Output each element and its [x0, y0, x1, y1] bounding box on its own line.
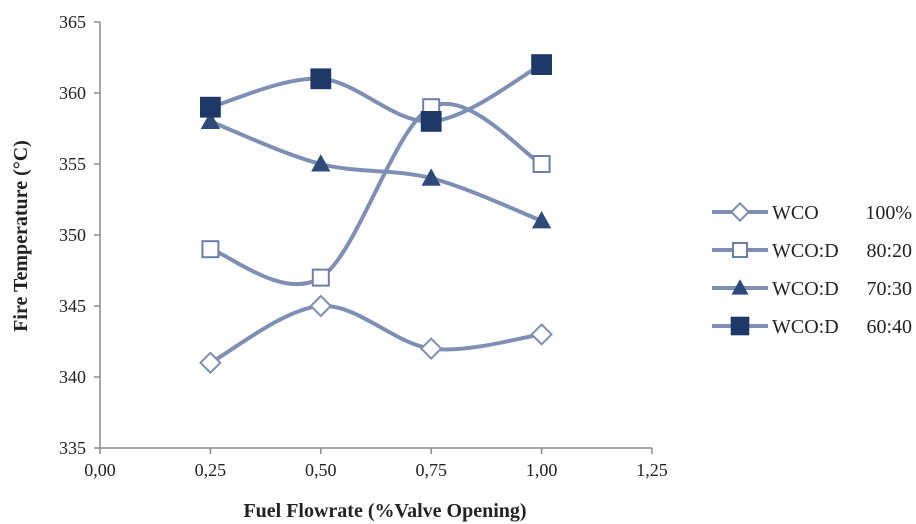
legend-marker: [730, 316, 750, 336]
series-line-4: [208, 62, 544, 124]
data-point: [311, 154, 331, 172]
x-tick-label: 0,75: [415, 460, 447, 480]
data-point: [420, 111, 442, 132]
legend-ratio: 60:40: [866, 316, 912, 338]
legend-ratio: 70:30: [866, 278, 912, 300]
y-ticks: 335 340 345 350 355 360 365: [59, 12, 100, 458]
y-tick-label: 365: [59, 12, 86, 32]
data-point: [531, 54, 553, 75]
legend-label: WCO:D: [772, 316, 839, 338]
legend-marker: [731, 279, 749, 295]
x-tick-label: 0,25: [195, 460, 227, 480]
x-tick-label: 1,00: [526, 460, 558, 480]
x-axis-label: Fuel Flowrate (%Valve Opening): [243, 500, 526, 522]
plot-area: 335 340 345 350 355 360 365 0,00 0,25 0,50 0,75 1,…: [59, 12, 668, 480]
data-point: [201, 240, 220, 259]
series-markers: [199, 54, 553, 375]
data-point: [421, 168, 441, 186]
series-line-1: [208, 303, 544, 365]
data-point: [200, 111, 221, 129]
data-point: [311, 268, 330, 287]
x-tick-label: 1,25: [636, 460, 668, 480]
x-tick-label: 0,00: [84, 460, 116, 480]
series-line-2: [208, 101, 544, 287]
data-point: [419, 337, 443, 360]
y-tick-label: 355: [59, 154, 86, 174]
data-point: [309, 294, 333, 318]
y-tick-label: 360: [59, 83, 86, 103]
series-line-3: [208, 119, 544, 223]
legend: WCO 100% WCO:D 80:20 WCO:D 70:30 WCO:D 60:40: [712, 201, 912, 338]
legend-marker: [732, 242, 748, 258]
y-tick-label: 350: [59, 225, 86, 245]
legend-label: WCO: [772, 202, 819, 224]
data-point: [531, 210, 552, 229]
x-tick-label: 0,50: [305, 460, 337, 480]
legend-label: WCO:D: [772, 240, 839, 262]
y-axis-label: Fire Temperature (°C): [10, 140, 32, 332]
data-point: [532, 155, 551, 173]
y-tick-label: 340: [59, 367, 86, 387]
series-lines: [208, 62, 544, 365]
x-ticks: 0,00 0,25 0,50 0,75 1,00 1,25: [84, 448, 668, 480]
legend-ratio: 80:20: [866, 240, 912, 262]
legend-marker: [729, 201, 751, 223]
data-point: [200, 96, 221, 118]
legend-ratio: 100%: [865, 202, 912, 224]
data-point: [199, 351, 222, 375]
data-point: [310, 68, 332, 90]
data-point: [530, 323, 553, 346]
y-tick-label: 345: [59, 296, 86, 316]
legend-label: WCO:D: [772, 278, 839, 300]
y-tick-label: 335: [59, 438, 86, 458]
